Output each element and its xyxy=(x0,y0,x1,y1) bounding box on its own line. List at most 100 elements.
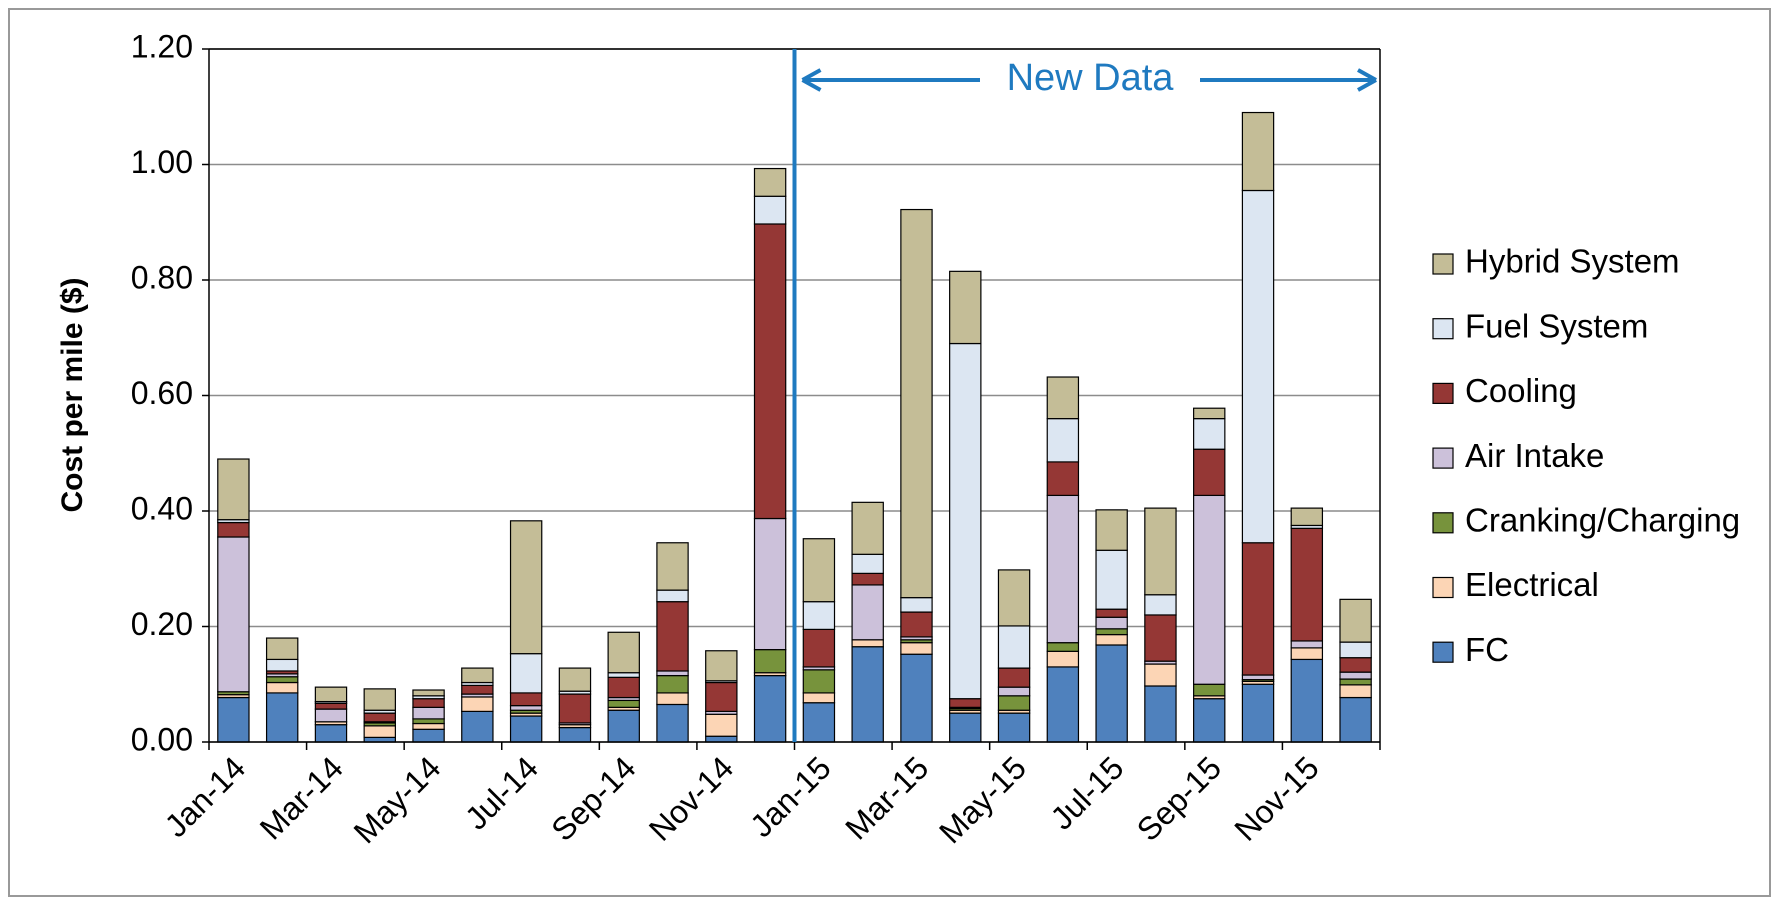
bar-segment xyxy=(1144,685,1177,743)
bar-segment xyxy=(802,601,836,630)
bar-segment xyxy=(412,706,445,720)
bar-segment xyxy=(314,686,348,703)
bar-segment xyxy=(997,686,1031,697)
bar-segment xyxy=(1144,614,1177,662)
bar-segment xyxy=(217,521,250,538)
bar-segment xyxy=(217,696,250,743)
bar-segment xyxy=(656,703,689,743)
bar-segment xyxy=(1193,418,1226,450)
bar-segment xyxy=(997,712,1031,743)
bar-segment xyxy=(656,674,689,694)
bar-segment xyxy=(851,639,884,648)
bar-segment xyxy=(509,520,543,655)
bar-segment xyxy=(949,698,982,708)
bar-segment xyxy=(1046,642,1080,652)
y-tick-label: 0.00 xyxy=(131,721,193,757)
bar-segment xyxy=(607,699,640,708)
bar-segment xyxy=(900,208,933,599)
bar-segment xyxy=(753,674,787,743)
bar-segment xyxy=(265,658,299,672)
bar-segment xyxy=(1193,407,1226,420)
bar-segment xyxy=(1290,647,1324,661)
bar-segment xyxy=(1290,658,1324,743)
bar-segment xyxy=(558,693,592,724)
bar-segment xyxy=(1046,494,1080,644)
legend-swatch xyxy=(1432,447,1454,469)
bar-segment xyxy=(265,676,299,684)
bar-segment xyxy=(1241,189,1275,544)
bar-segment xyxy=(656,542,689,591)
bar-segment xyxy=(997,695,1031,711)
bar-segment xyxy=(461,710,494,743)
bar-segment xyxy=(802,628,836,668)
bar-segment xyxy=(900,642,933,655)
bar-segment xyxy=(607,709,640,743)
bar-segment xyxy=(656,589,689,603)
legend-label: Hybrid System xyxy=(1465,243,1680,280)
bar-segment xyxy=(1095,628,1128,636)
bar-segment xyxy=(851,553,884,574)
bar-segment xyxy=(558,667,592,692)
bar-segment xyxy=(1339,641,1372,659)
bar-segment xyxy=(217,458,250,521)
bar-segment xyxy=(705,650,738,682)
bar-segment xyxy=(363,688,396,711)
legend-label: Cooling xyxy=(1465,372,1577,409)
bar-segment xyxy=(607,672,640,678)
arrow-head xyxy=(801,68,822,92)
bar-segment xyxy=(1144,507,1177,596)
bar-segment xyxy=(1144,594,1177,616)
bar-segment xyxy=(509,705,543,711)
bar-segment xyxy=(802,669,836,694)
bar-segment xyxy=(1193,683,1226,697)
bar-segment xyxy=(705,735,738,743)
legend-label: Fuel System xyxy=(1465,307,1648,344)
bar-segment xyxy=(1144,663,1177,687)
bar-segment xyxy=(802,702,836,743)
bar-segment xyxy=(461,696,494,712)
bar-segment xyxy=(1046,666,1080,743)
bar-segment xyxy=(607,676,640,699)
legend-swatch xyxy=(1432,253,1454,275)
y-tick-label: 0.40 xyxy=(131,490,193,526)
bar-segment xyxy=(949,712,982,743)
y-tick-label: 0.20 xyxy=(131,606,193,642)
bar-segment xyxy=(753,167,787,197)
bar-segment xyxy=(412,718,445,725)
bar-segment xyxy=(461,684,494,695)
bar-segment xyxy=(900,653,933,743)
bar-segment xyxy=(656,670,689,677)
bar-segment xyxy=(851,572,884,586)
bar-segment xyxy=(851,501,884,555)
legend-label: Cranking/Charging xyxy=(1465,502,1740,539)
bar-segment xyxy=(1290,640,1324,649)
bar-segment xyxy=(1241,542,1275,676)
y-axis-label: Cost per mile ($) xyxy=(56,277,89,512)
bar-segment xyxy=(265,637,299,661)
bar-segment xyxy=(1241,683,1275,743)
legend-swatch xyxy=(1432,318,1454,340)
bar-segment xyxy=(851,584,884,641)
bar-segment xyxy=(412,722,445,730)
bar-segment xyxy=(705,713,738,737)
bar-segment xyxy=(1339,671,1372,680)
bar-segment xyxy=(1339,598,1372,643)
bar-segment xyxy=(314,702,348,710)
bar-segment xyxy=(461,667,494,684)
bar-segment xyxy=(363,712,396,723)
bar-segment xyxy=(997,569,1031,627)
bar-segment xyxy=(1339,657,1372,673)
y-tick-label: 1.00 xyxy=(131,144,193,180)
bar-segment xyxy=(509,692,543,707)
bar-segment xyxy=(1193,494,1226,685)
bar-segment xyxy=(607,631,640,674)
y-tick-label: 1.20 xyxy=(131,28,193,64)
bar-segment xyxy=(656,692,689,706)
bar-segment xyxy=(1095,644,1128,743)
bar-segment xyxy=(1095,608,1128,618)
bar-segment xyxy=(509,715,543,743)
legend-swatch xyxy=(1432,512,1454,534)
chart-frame xyxy=(8,8,1771,897)
bar-segment xyxy=(217,536,250,693)
